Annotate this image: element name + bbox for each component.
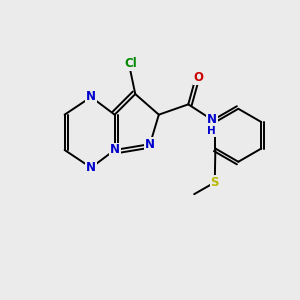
- Text: S: S: [211, 176, 219, 189]
- Text: O: O: [194, 71, 204, 84]
- Text: N: N: [86, 91, 96, 103]
- Text: N: N: [86, 161, 96, 174]
- Text: N: N: [110, 143, 120, 157]
- Text: H: H: [208, 126, 216, 136]
- Text: N: N: [207, 112, 217, 126]
- Text: Cl: Cl: [124, 57, 137, 70]
- Text: N: N: [145, 138, 155, 151]
